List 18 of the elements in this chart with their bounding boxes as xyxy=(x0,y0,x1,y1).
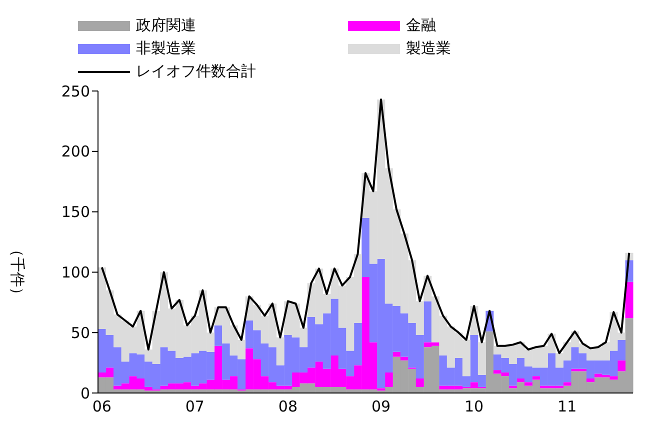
y-tick-label: 50 xyxy=(70,324,90,342)
legend-label: レイオフ件数合計 xyxy=(136,62,256,81)
y-tick-label: 250 xyxy=(61,82,90,100)
x-tick-label: 08 xyxy=(278,398,298,416)
y-axis-title: （千件） xyxy=(8,242,27,302)
legend-label: 製造業 xyxy=(406,39,451,58)
x-tick-label: 11 xyxy=(558,398,577,416)
y-tick-label: 200 xyxy=(61,142,90,161)
legend-label: 非製造業 xyxy=(136,39,196,58)
y-tick-label: 150 xyxy=(61,203,90,222)
y-tick-label: 0 xyxy=(80,384,90,402)
x-tick-label: 06 xyxy=(92,398,112,416)
x-tick-label: 07 xyxy=(185,398,204,416)
x-tick-label: 09 xyxy=(371,398,391,416)
y-tick-label: 100 xyxy=(61,264,90,282)
legend-label: 政府関連 xyxy=(136,16,196,35)
x-tick-label: 10 xyxy=(464,398,484,416)
legend-label: 金融 xyxy=(406,16,436,35)
